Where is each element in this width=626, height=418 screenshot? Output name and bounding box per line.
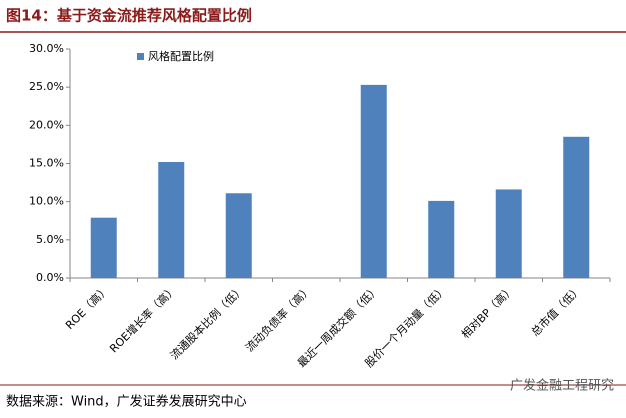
y-tick-label: 0.0% — [36, 271, 64, 284]
bar — [563, 136, 590, 278]
bar — [495, 189, 522, 278]
bar — [90, 217, 117, 278]
bar — [428, 200, 455, 278]
legend-label: 风格配置比例 — [148, 49, 214, 63]
source-note: 数据来源：Wind，广发证券发展研究中心 — [6, 394, 247, 410]
x-tick-label: ROE增长率（高） — [106, 282, 179, 355]
x-tick-label: 相对BP（高） — [458, 282, 517, 341]
x-tick-label: 流通股本比例（低） — [167, 282, 247, 362]
bar — [158, 161, 185, 278]
bar — [225, 193, 252, 278]
x-tick-label: 流动负债率（高） — [242, 282, 314, 354]
x-tick-label: ROE（高） — [62, 282, 112, 332]
chart-title: 图14：基于资金流推荐风格配置比例 — [6, 7, 252, 25]
x-tick-label: 总市值（低） — [528, 282, 585, 339]
y-tick-label: 15.0% — [29, 157, 64, 170]
y-tick-label: 25.0% — [29, 80, 64, 93]
legend-swatch — [137, 53, 144, 60]
y-tick-label: 20.0% — [29, 118, 64, 131]
bar — [360, 84, 387, 278]
y-tick-label: 5.0% — [36, 233, 64, 246]
y-tick-label: 30.0% — [29, 42, 64, 55]
watermark: 广发金融工程研究 — [510, 378, 614, 394]
y-tick-label: 10.0% — [29, 195, 64, 208]
